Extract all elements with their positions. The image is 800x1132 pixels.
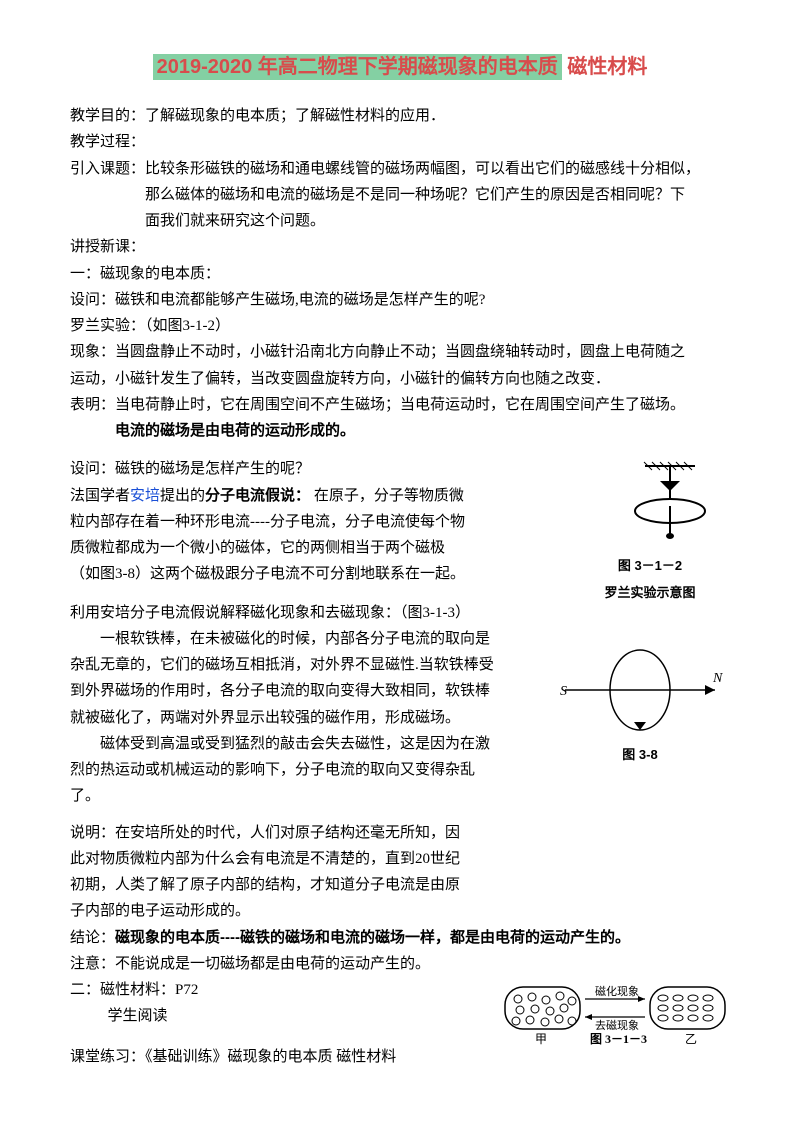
section1-heading: 一：磁现象的电本质： — [70, 261, 730, 287]
n-label: N — [712, 671, 723, 686]
page-title: 2019-2020 年高二物理下学期磁现象的电本质 磁性材料 — [70, 50, 730, 85]
reading: 学生阅读 — [70, 1003, 470, 1029]
svg-text:去磁现象: 去磁现象 — [595, 1019, 639, 1032]
section2-text-col: 二：磁性材料：P72 学生阅读 课堂练习：《基础训练》磁现象的电本质 磁性材料 — [70, 977, 470, 1070]
ampere-intro: 法国学者安培提出的分子电流假说： 在原子，分子等物质微粒内部存在着一种环形电流-… — [70, 483, 470, 588]
figure-3-8: S N 图 3-8 — [550, 640, 730, 767]
ampere-post: 提出的 — [160, 488, 205, 504]
svg-text:甲: 甲 — [535, 1032, 547, 1046]
note-line: 说明：在安培所处的时代，人们对原子结构还毫无所知，因此对物质微粒内部为什么会有电… — [70, 820, 470, 925]
question2: 设问：磁铁的磁场是怎样产生的呢？ — [70, 456, 470, 482]
explain-p1: 一根软铁棒，在未被磁化的时候，内部各分子电流的取向是杂乱无章的，它们的磁场互相抵… — [70, 626, 495, 731]
note-text: 在安培所处的时代，人们对原子结构还毫无所知，因此对物质微粒内部为什么会有电流是不… — [70, 825, 460, 920]
exercise-label: 课堂练习： — [70, 1049, 145, 1065]
ampere-text-col: 设问：磁铁的磁场是怎样产生的呢？ 法国学者安培提出的分子电流假说： 在原子，分子… — [70, 456, 470, 587]
caution-text: 不能说成是一切磁场都是由电荷的运动产生的。 — [115, 956, 430, 972]
svg-text:图 3－1－3: 图 3－1－3 — [590, 1032, 647, 1046]
phenomena: 现象：当圆盘静止不动时，小磁针沿南北方向静止不动；当圆盘绕轴转动时，圆盘上电荷随… — [70, 339, 730, 365]
explain-p2: 磁体受到高温或受到猛烈的敲击会失去磁性，这是因为在激烈的热运动或机械运动的影响下… — [70, 731, 495, 810]
exercise-text: 《基础训练》磁现象的电本质 磁性材料 — [145, 1049, 396, 1065]
phenomena-label: 现象： — [70, 344, 115, 360]
intro-line3: 面我们就来研究这个问题。 — [70, 208, 730, 234]
s-label: S — [560, 684, 567, 699]
intro-text1: 比较条形磁铁的磁场和通电螺线管的磁场两幅图，可以看出它们的磁感线十分相似， — [145, 161, 700, 177]
caution-label: 注意： — [70, 956, 115, 972]
rowland-diagram-icon — [585, 456, 715, 551]
note-label: 说明： — [70, 825, 115, 841]
intro-line1: 引入课题：比较条形磁铁的磁场和通电螺线管的磁场两幅图，可以看出它们的磁感线十分相… — [70, 156, 730, 182]
ampere-bold: 分子电流假说： — [205, 487, 310, 504]
intro-label: 引入课题： — [70, 161, 145, 177]
ampere-block: 设问：磁铁的磁场是怎样产生的呢？ 法国学者安培提出的分子电流假说： 在原子，分子… — [70, 456, 730, 587]
question1: 设问：磁铁和电流都能够产生磁场,电流的磁场是怎样产生的呢? — [70, 287, 730, 313]
show-text: 当电荷静止时，它在周围空间不产生磁场；当电荷运动时，它在周围空间产生了磁场。 — [115, 397, 685, 413]
section2-block: 二：磁性材料：P72 学生阅读 课堂练习：《基础训练》磁现象的电本质 磁性材料 — [70, 977, 730, 1070]
phenomena-text1: 当圆盘静止不动时，小磁针沿南北方向静止不动；当圆盘绕轴转动时，圆盘上电荷随之 — [115, 344, 685, 360]
magnetization-diagram-icon: 磁化现象 去磁现象 甲 图 3－1－3 乙 — [500, 977, 730, 1047]
ampere-pre: 法国学者 — [70, 488, 130, 504]
fig38-caption: 图 3-8 — [550, 744, 730, 767]
show-bold: 电流的磁场是由电荷的运动形成的。 — [70, 418, 730, 444]
figure-3-1-3: 磁化现象 去磁现象 甲 图 3－1－3 乙 — [500, 977, 730, 1047]
process-label: 教学过程： — [70, 129, 730, 155]
show-line: 表明：当电荷静止时，它在周围空间不产生磁场；当电荷运动时，它在周围空间产生了磁场… — [70, 392, 730, 418]
note-block: 说明：在安培所处的时代，人们对原子结构还毫无所知，因此对物质微粒内部为什么会有电… — [70, 820, 730, 925]
ampere-link: 安培 — [130, 488, 160, 504]
rowland-label: 罗兰实验：（如图3-1-2） — [70, 313, 730, 339]
molecular-current-icon: S N — [555, 640, 725, 740]
title-highlighted: 2019-2020 年高二物理下学期磁现象的电本质 — [153, 54, 562, 80]
conclusion-label: 结论： — [70, 930, 115, 946]
fig312-caption1: 图 3－1－2 — [570, 555, 730, 578]
explain-label: 利用安培分子电流假说解释磁化现象和去磁现象：（图3-1-3） — [70, 600, 495, 626]
svg-text:磁化现象: 磁化现象 — [595, 984, 639, 998]
objective-line: 教学目的：了解磁现象的电本质；了解磁性材料的应用． — [70, 103, 730, 129]
phenomena-text2: 运动，小磁针发生了偏转，当改变圆盘旋转方向，小磁针的偏转方向也随之改变． — [70, 366, 730, 392]
lecture-label: 讲授新课： — [70, 234, 730, 260]
title-rest: 磁性材料 — [562, 56, 648, 78]
figure-3-1-2: 图 3－1－2 罗兰实验示意图 — [570, 456, 730, 605]
section2-heading: 二：磁性材料：P72 — [70, 977, 470, 1003]
show-label: 表明： — [70, 397, 115, 413]
objective-label: 教学目的： — [70, 108, 145, 124]
conclusion-line: 结论：磁现象的电本质----磁铁的磁场和电流的磁场一样，都是由电荷的运动产生的。 — [70, 925, 730, 951]
exercise-line: 课堂练习：《基础训练》磁现象的电本质 磁性材料 — [70, 1044, 470, 1070]
intro-line2: 那么磁体的磁场和电流的磁场是不是同一种场呢？它们产生的原因是否相同呢？下 — [70, 182, 730, 208]
objective-text: 了解磁现象的电本质；了解磁性材料的应用． — [145, 108, 445, 124]
explain-block: 利用安培分子电流假说解释磁化现象和去磁现象：（图3-1-3） 一根软铁棒，在未被… — [70, 600, 730, 810]
note-text-col: 说明：在安培所处的时代，人们对原子结构还毫无所知，因此对物质微粒内部为什么会有电… — [70, 820, 470, 925]
svg-text:乙: 乙 — [685, 1032, 697, 1046]
caution-line: 注意：不能说成是一切磁场都是由电荷的运动产生的。 — [70, 951, 730, 977]
conclusion-bold: 磁现象的电本质----磁铁的磁场和电流的磁场一样，都是由电荷的运动产生的。 — [115, 929, 630, 946]
explain-text-col: 利用安培分子电流假说解释磁化现象和去磁现象：（图3-1-3） 一根软铁棒，在未被… — [70, 600, 495, 810]
